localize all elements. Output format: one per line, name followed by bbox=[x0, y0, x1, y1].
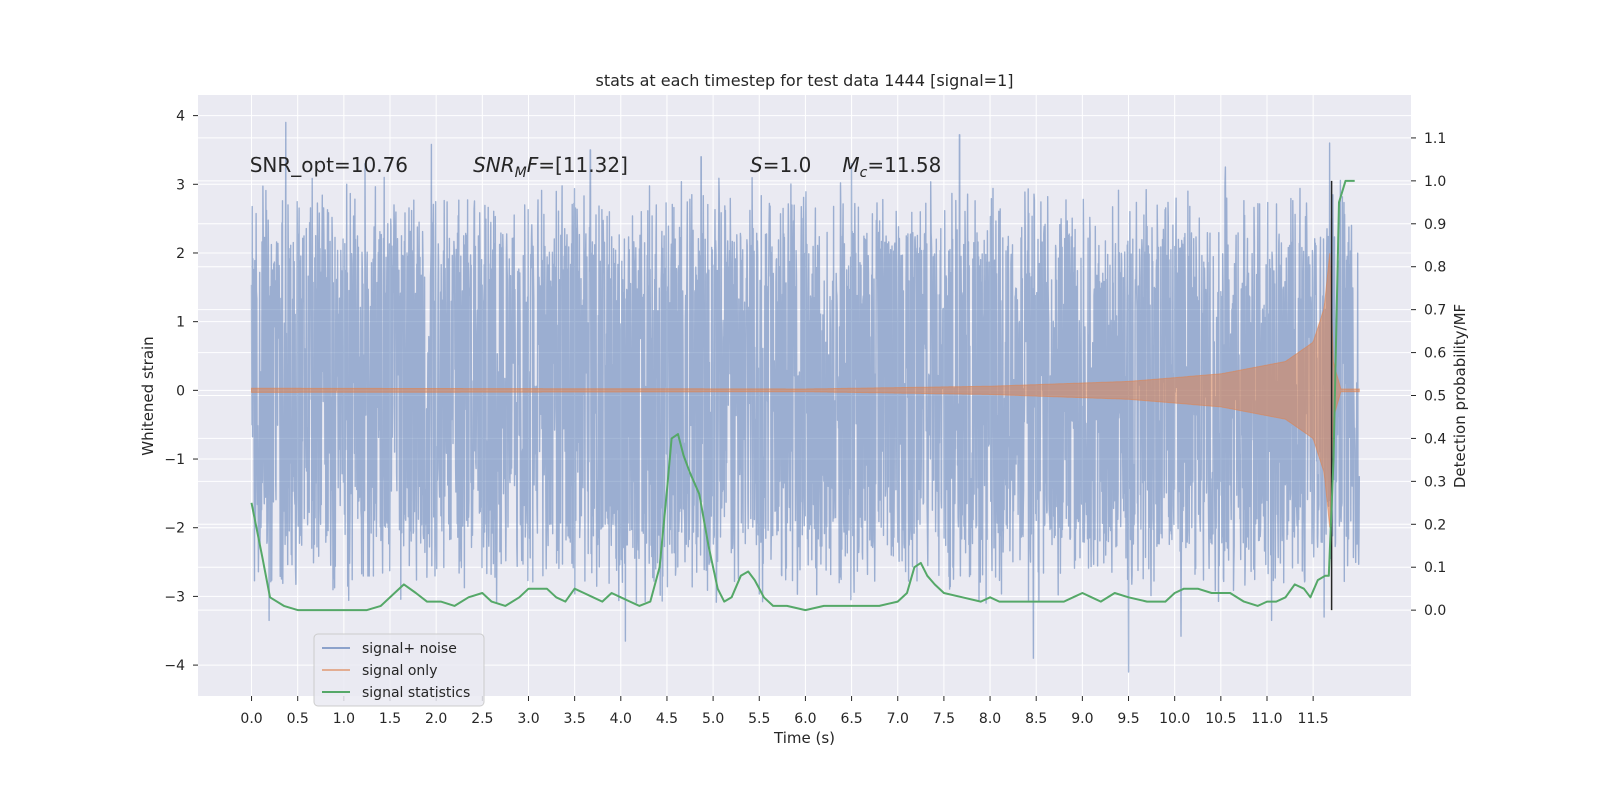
y2-tick-label: 0.7 bbox=[1424, 303, 1446, 319]
x-axis-title: Time (s) bbox=[773, 729, 835, 747]
x-tick-label: 6.0 bbox=[794, 711, 816, 727]
y2-tick-label: 0.0 bbox=[1424, 603, 1446, 619]
y-tick-label: 0 bbox=[176, 383, 185, 399]
series-signal-only-area bbox=[251, 253, 1360, 528]
x-tick-label: 9.5 bbox=[1117, 711, 1139, 727]
series-signal-statistics-line bbox=[250, 179, 1355, 612]
x-tick-label: 3.0 bbox=[517, 711, 539, 727]
y2-axis-title: Detection probability/MF bbox=[1451, 304, 1469, 488]
x-tick-label: 7.5 bbox=[933, 711, 955, 727]
y2-tick-label: 0.9 bbox=[1424, 217, 1446, 233]
series-signal-noise-line bbox=[250, 121, 1360, 673]
annotation-snr-mf: SNRMF=[11.32] bbox=[473, 153, 628, 181]
y2-tick-label: 0.4 bbox=[1424, 431, 1446, 447]
y2-tick-label: 0.3 bbox=[1424, 474, 1446, 490]
annotation-snr-opt: SNR_opt=10.76 bbox=[250, 153, 408, 177]
y-tick-label: −2 bbox=[164, 521, 185, 537]
x-tick-label: 9.0 bbox=[1071, 711, 1093, 727]
annotations: SNR_opt=10.76 SNRMF=[11.32] S=1.0 Mc=11.58 bbox=[250, 153, 942, 181]
x-tick-label: 2.0 bbox=[425, 711, 447, 727]
x-tick-label: 0.0 bbox=[240, 711, 262, 727]
legend-label: signal+ noise bbox=[362, 641, 457, 657]
x-tick-label: 8.5 bbox=[1025, 711, 1047, 727]
x-tick-label: 5.5 bbox=[748, 711, 770, 727]
x-tick-label: 1.5 bbox=[379, 711, 401, 727]
y-axis: 4 3 2 1 0 −1 −2 −3 −4 bbox=[164, 109, 198, 674]
x-tick-label: 11.5 bbox=[1298, 711, 1329, 727]
y-tick-label: 3 bbox=[176, 177, 185, 193]
y2-axis: 1.1 1.0 0.9 0.8 0.7 0.6 0.5 0.4 0.3 0.2 0.1 0.0 bbox=[1411, 131, 1446, 619]
legend-label: signal only bbox=[362, 663, 437, 679]
y2-tick-label: 1.1 bbox=[1424, 131, 1446, 147]
x-tick-label: 10.0 bbox=[1159, 711, 1190, 727]
x-tick-label: 11.0 bbox=[1251, 711, 1282, 727]
legend-box bbox=[313, 633, 485, 707]
x-tick-label: 8.0 bbox=[979, 711, 1001, 727]
chart-title: stats at each timestep for test data 144… bbox=[595, 71, 1013, 90]
x-tick-label: 3.5 bbox=[564, 711, 586, 727]
y-tick-label: 4 bbox=[176, 109, 185, 125]
x-tick-label: 7.0 bbox=[887, 711, 909, 727]
x-tick-label: 6.5 bbox=[840, 711, 862, 727]
legend-label: signal statistics bbox=[362, 685, 470, 701]
x-axis: 0.0 0.5 1.0 1.5 2.0 2.5 3.0 3.5 4.0 4.5 5.0 5.5 6.0 6… bbox=[240, 696, 1329, 727]
y2-tick-label: 0.8 bbox=[1424, 260, 1446, 276]
y-tick-label: 1 bbox=[176, 315, 185, 331]
x-tick-label: 0.5 bbox=[287, 711, 309, 727]
x-tick-label: 4.0 bbox=[610, 711, 632, 727]
y2-tick-label: 1.0 bbox=[1424, 174, 1446, 190]
x-tick-label: 2.5 bbox=[471, 711, 493, 727]
x-tick-label: 5.0 bbox=[702, 711, 724, 727]
y2-tick-label: 0.2 bbox=[1424, 517, 1446, 533]
y2-tick-label: 0.6 bbox=[1424, 346, 1446, 362]
x-tick-label: 10.5 bbox=[1205, 711, 1236, 727]
y-axis-title: Whitened strain bbox=[139, 336, 157, 455]
y-tick-label: −3 bbox=[164, 589, 185, 605]
y-tick-label: −1 bbox=[164, 452, 185, 468]
y-tick-label: 2 bbox=[176, 246, 185, 262]
x-tick-label: 4.5 bbox=[656, 711, 678, 727]
y-tick-label: −4 bbox=[164, 658, 185, 674]
y2-tick-label: 0.5 bbox=[1424, 389, 1446, 405]
legend: signal+ noise signal only signal statistic… bbox=[313, 633, 485, 707]
annotation-s: S=1.0 bbox=[750, 153, 811, 177]
annotation-mc: Mc=11.58 bbox=[842, 153, 941, 181]
y2-tick-label: 0.1 bbox=[1424, 560, 1446, 576]
x-tick-label: 1.0 bbox=[333, 711, 355, 727]
